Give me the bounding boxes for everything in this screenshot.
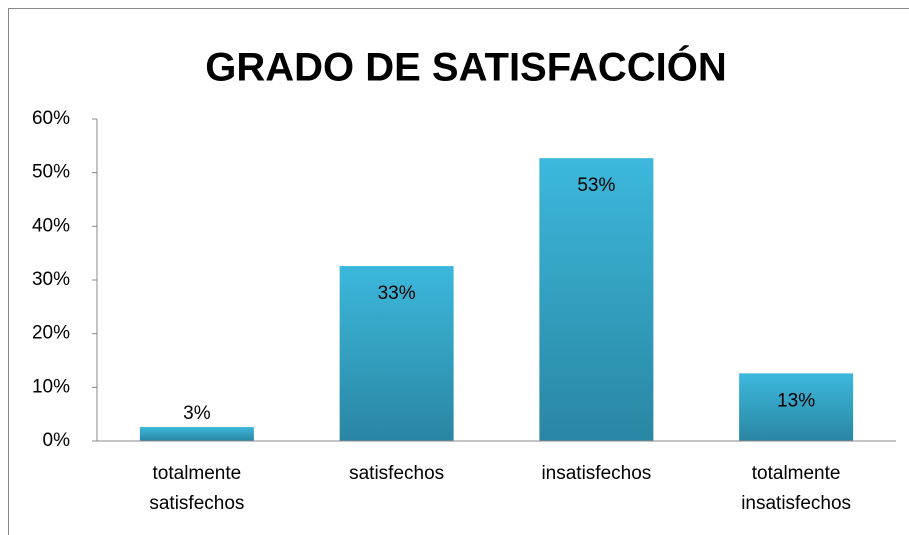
y-tick-label: 40%: [32, 215, 70, 236]
data-label: 53%: [577, 175, 615, 196]
bar: [739, 373, 854, 441]
y-tick-label: 10%: [32, 376, 70, 397]
y-tick-label: 20%: [32, 323, 70, 344]
bar: [139, 427, 254, 441]
x-tick-label: totalmente insatisfechos: [741, 463, 852, 514]
y-tick-label: 0%: [43, 430, 71, 451]
y-tick-label: 60%: [32, 108, 70, 129]
x-tick-label: satisfechos: [349, 463, 445, 484]
y-tick-label: 50%: [32, 162, 70, 183]
chart-title: GRADO DE SATISFACCIÓN: [205, 44, 727, 90]
y-tick-label: 30%: [32, 269, 70, 290]
x-tick-label: insatisfechos: [541, 463, 652, 484]
data-label: 13%: [777, 390, 815, 411]
bar: [339, 266, 454, 441]
chart-border: [8, 8, 909, 535]
data-label: 3%: [183, 403, 211, 424]
x-tick-label: totalmente satisfechos: [149, 463, 245, 514]
data-label: 33%: [378, 283, 416, 304]
bar: [539, 158, 654, 441]
